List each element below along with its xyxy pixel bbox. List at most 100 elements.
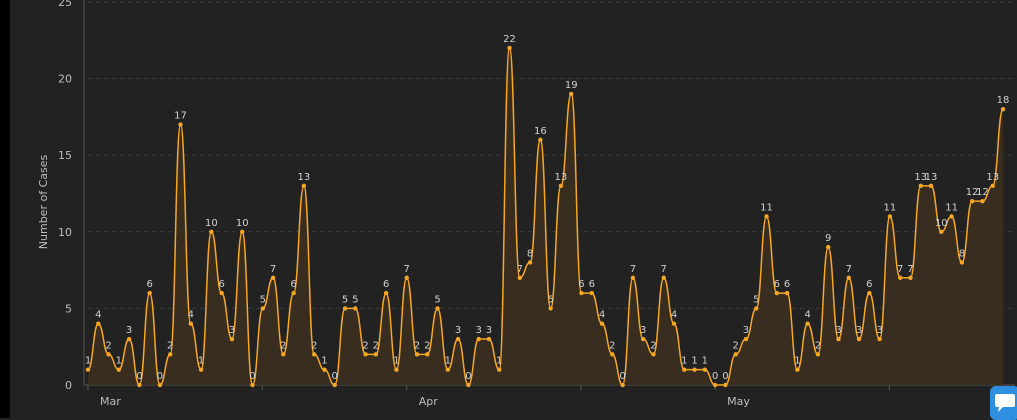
data-point[interactable] — [394, 367, 399, 372]
data-point[interactable] — [640, 336, 646, 342]
data-point[interactable] — [476, 336, 481, 342]
data-point[interactable] — [311, 352, 317, 357]
data-point[interactable] — [774, 290, 780, 296]
data-label: 19 — [565, 80, 578, 91]
data-point[interactable] — [209, 229, 214, 234]
data-point[interactable] — [630, 275, 636, 280]
data-point[interactable] — [414, 352, 420, 357]
data-point[interactable] — [363, 352, 368, 357]
data-point[interactable] — [291, 290, 296, 296]
data-point[interactable] — [558, 183, 564, 189]
data-point[interactable] — [620, 382, 625, 388]
data-point[interactable] — [250, 382, 255, 388]
data-point[interactable] — [507, 45, 512, 51]
data-point[interactable] — [959, 260, 965, 265]
data-point[interactable] — [928, 183, 934, 189]
data-point[interactable] — [548, 306, 553, 311]
data-point[interactable] — [836, 336, 841, 342]
data-point[interactable] — [383, 290, 389, 296]
data-point[interactable] — [733, 352, 738, 357]
data-label: 5 — [342, 294, 348, 305]
data-point[interactable] — [692, 367, 697, 372]
data-point[interactable] — [497, 367, 502, 372]
data-point[interactable] — [887, 214, 893, 219]
data-point[interactable] — [240, 229, 245, 234]
data-point[interactable] — [425, 352, 430, 357]
data-point[interactable] — [435, 306, 440, 311]
data-point[interactable] — [990, 183, 995, 189]
data-point[interactable] — [486, 336, 492, 342]
data-label: 4 — [188, 310, 194, 321]
data-point[interactable] — [137, 382, 142, 388]
data-point[interactable] — [579, 290, 584, 296]
data-point[interactable] — [610, 352, 615, 357]
data-point[interactable] — [846, 275, 851, 280]
y-tick-label: 5 — [65, 302, 72, 315]
data-point[interactable] — [281, 352, 286, 357]
data-point[interactable] — [270, 275, 276, 280]
data-point[interactable] — [157, 382, 163, 388]
data-point[interactable] — [126, 336, 132, 342]
data-point[interactable] — [168, 352, 173, 357]
data-point[interactable] — [599, 321, 605, 326]
data-point[interactable] — [322, 367, 327, 372]
data-point[interactable] — [918, 183, 923, 189]
data-point[interactable] — [764, 214, 769, 219]
data-point[interactable] — [651, 352, 656, 357]
data-point[interactable] — [712, 382, 718, 388]
data-point[interactable] — [569, 91, 574, 97]
data-point[interactable] — [188, 321, 194, 326]
data-point[interactable] — [116, 367, 122, 372]
data-point[interactable] — [85, 367, 91, 372]
chat-button[interactable] — [990, 386, 1017, 420]
data-point[interactable] — [466, 382, 471, 388]
data-point[interactable] — [538, 137, 543, 143]
data-point[interactable] — [795, 367, 800, 372]
data-point[interactable] — [784, 290, 790, 296]
data-point[interactable] — [1000, 107, 1006, 112]
data-point[interactable] — [805, 321, 810, 326]
data-point[interactable] — [867, 290, 872, 296]
data-point[interactable] — [332, 382, 337, 388]
data-point[interactable] — [527, 260, 533, 265]
data-label: 3 — [835, 325, 841, 336]
data-point[interactable] — [723, 382, 728, 388]
data-point[interactable] — [671, 321, 677, 326]
data-point[interactable] — [908, 275, 913, 280]
data-point[interactable] — [969, 198, 975, 204]
data-point[interactable] — [877, 336, 882, 342]
data-point[interactable] — [178, 122, 183, 127]
data-point[interactable] — [856, 336, 862, 342]
data-label: 6 — [383, 279, 389, 290]
data-point[interactable] — [106, 352, 111, 357]
data-point[interactable] — [342, 306, 348, 311]
data-point[interactable] — [301, 183, 307, 189]
data-point[interactable] — [517, 275, 522, 280]
data-point[interactable] — [949, 214, 954, 219]
data-point[interactable] — [754, 306, 759, 311]
data-label: 11 — [945, 202, 958, 213]
data-point[interactable] — [198, 367, 204, 372]
data-point[interactable] — [96, 321, 101, 326]
data-point[interactable] — [897, 275, 903, 280]
data-point[interactable] — [219, 290, 224, 296]
data-point[interactable] — [589, 290, 594, 296]
data-point[interactable] — [404, 275, 409, 280]
data-point[interactable] — [743, 336, 749, 342]
data-point[interactable] — [939, 229, 944, 234]
data-point[interactable] — [147, 290, 152, 296]
data-label: 12 — [976, 187, 989, 198]
data-point[interactable] — [682, 367, 687, 372]
data-point[interactable] — [980, 198, 985, 204]
data-point[interactable] — [445, 367, 451, 372]
data-point[interactable] — [815, 352, 821, 357]
data-point[interactable] — [229, 336, 235, 342]
data-point[interactable] — [702, 367, 708, 372]
data-point[interactable] — [826, 244, 831, 250]
data-point[interactable] — [661, 275, 666, 280]
data-point[interactable] — [260, 306, 265, 311]
data-point[interactable] — [373, 352, 379, 357]
data-label: 2 — [167, 340, 173, 351]
data-point[interactable] — [455, 336, 461, 342]
data-point[interactable] — [353, 306, 358, 311]
